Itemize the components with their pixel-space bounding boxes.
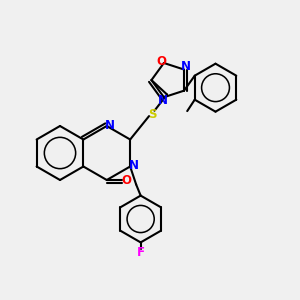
Text: N: N xyxy=(181,60,190,73)
Text: N: N xyxy=(105,119,116,132)
Text: N: N xyxy=(129,159,139,172)
Text: F: F xyxy=(136,245,145,259)
Text: S: S xyxy=(148,108,156,121)
Text: O: O xyxy=(156,55,166,68)
Text: O: O xyxy=(121,173,131,187)
Text: N: N xyxy=(158,94,168,107)
